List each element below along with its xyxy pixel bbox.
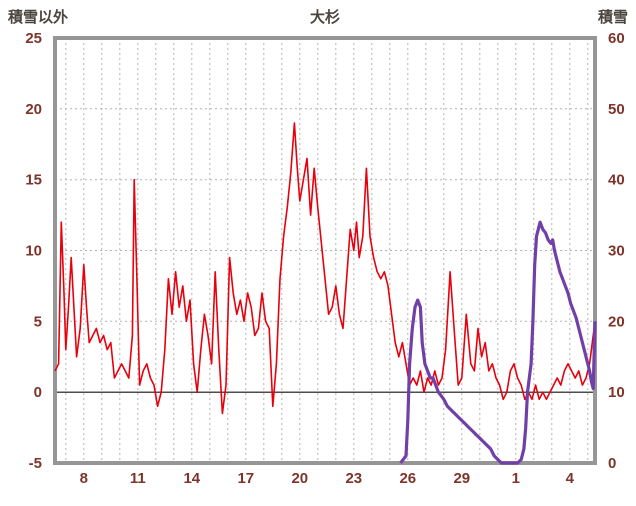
plot-frame bbox=[53, 36, 597, 465]
y-right-tick-label: 10 bbox=[608, 384, 625, 401]
y-left-tick-label: 15 bbox=[25, 172, 42, 189]
y-left-tick-label: 5 bbox=[34, 313, 42, 330]
chart-title: 大杉 bbox=[310, 8, 340, 26]
y-right-tick-label: 20 bbox=[608, 313, 625, 330]
y-right-tick-label: 0 bbox=[608, 455, 616, 472]
y-right-tick-label: 60 bbox=[608, 30, 625, 47]
x-tick-label: 11 bbox=[130, 470, 146, 487]
temperature-line bbox=[54, 122, 596, 415]
y-left-tick-label: 25 bbox=[25, 30, 42, 47]
x-tick-label: 4 bbox=[566, 470, 575, 487]
x-tick-label: 8 bbox=[80, 470, 88, 487]
x-tick-label: 1 bbox=[512, 470, 520, 487]
x-tick-label: 29 bbox=[453, 470, 470, 487]
left-axis-title: 積雪以外 bbox=[7, 8, 68, 26]
y-left-tick-label: -5 bbox=[29, 455, 42, 472]
y-right-tick-label: 50 bbox=[608, 101, 625, 118]
x-tick-label: 14 bbox=[183, 470, 200, 487]
y-left-tick-label: 0 bbox=[34, 384, 42, 401]
right-axis-title: 積雪 bbox=[597, 8, 628, 26]
x-tick-label: 20 bbox=[291, 470, 308, 487]
y-left-tick-label: 10 bbox=[25, 243, 42, 260]
y-right-tick-label: 40 bbox=[608, 172, 625, 189]
y-right-tick-label: 30 bbox=[608, 243, 625, 260]
x-tick-label: 17 bbox=[237, 470, 254, 487]
x-tick-label: 23 bbox=[345, 470, 362, 487]
snow-depth-line bbox=[399, 220, 597, 465]
y-left-tick-label: 20 bbox=[25, 101, 42, 118]
x-tick-label: 26 bbox=[399, 470, 416, 487]
